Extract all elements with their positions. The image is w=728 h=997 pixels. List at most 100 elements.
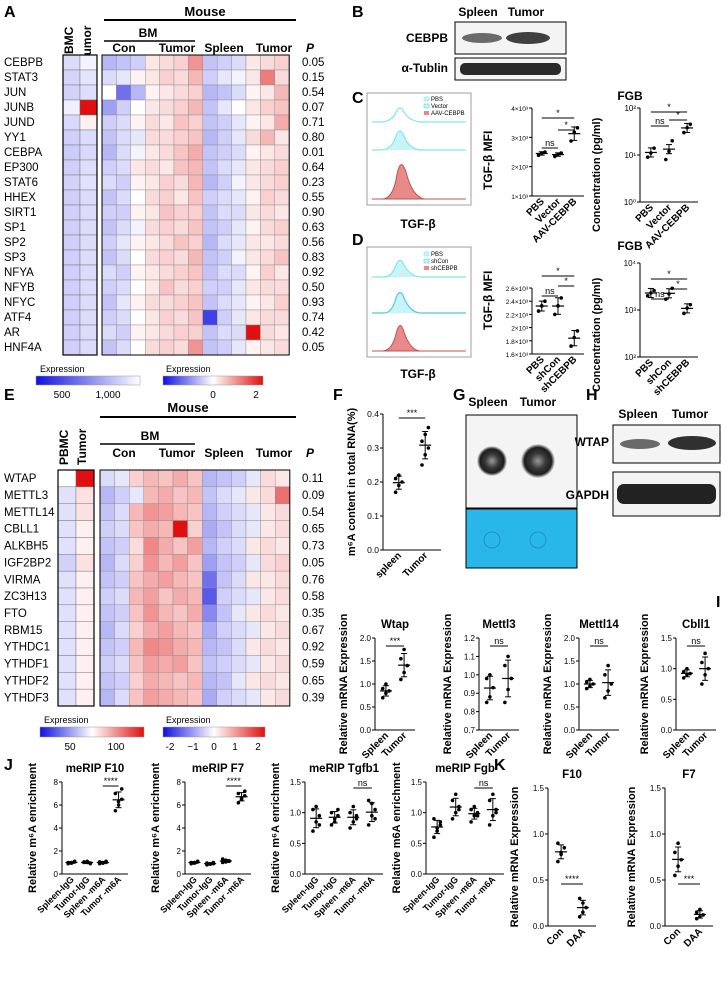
heatmap-a-mouse-cell [116,144,132,161]
heatmap-e-p-value: 0.35 [302,608,324,620]
heatmap-e-sub-tumor: Tumor [159,446,196,460]
heatmap-e-legend1-tick-100: 100 [108,742,125,753]
scatter-j-2-title: meRIP Tgfb1 [309,763,380,775]
heatmap-a-mouse-cell [130,54,146,71]
heatmap-a-mouse-cell [159,309,175,326]
heatmap-e-mouse-cell [172,604,188,622]
heatmap-e-mouse-cell [114,638,130,656]
heatmap-a-mouse-cell [173,144,189,161]
heatmap-e-mouse-cell [128,520,144,538]
heatmap-a-mouse-cell [159,84,175,101]
heatmap-e-mouse-cell [245,570,261,589]
heatmap-a-mouse-cell [130,129,146,146]
heatmap-a-mouse-border [101,54,290,356]
heatmap-e-mouse-cell [245,621,261,639]
heatmap-a-mouse-cell [245,249,261,266]
heatmap-a-gene-label: STAT6 [4,177,38,189]
heatmap-e-mouse-cell [172,672,188,690]
scatter-i-3-sig-label: ns [691,636,701,646]
scatter-i-3-tick-label: 0.0 [661,726,673,735]
heatmap-a-mouse-cell [130,249,146,266]
heatmap-e-mouse-cell [172,570,188,589]
heatmap-a-mouse-cell [274,249,290,266]
heatmap-a-mouse-cell [116,309,132,326]
heatmap-a-mouse-cell [130,339,146,356]
heatmap-e-mouse-cell [216,486,232,504]
heatmap-a-mouse-cell [130,189,146,206]
scatter-j-2-point [336,807,340,812]
heatmap-e-p-value: 0.76 [302,574,324,586]
scatter-i-1-tick-label: 1.0 [464,671,476,680]
blot-h-band-control [617,484,716,504]
heatmap-e-mouse-cell [201,503,217,521]
heatmap-e-p-value: 0.58 [302,591,324,603]
heatmap-a-col-tumor: Tumor [80,25,94,62]
heatmap-a-mouse-cell [188,309,203,326]
heatmap-e-mouse-cell [158,638,174,656]
heatmap-e-gene-label: RBM15 [4,625,42,637]
dotblot-g-dot-tumor [521,444,555,478]
scatter-j-2-tick-label: 0.5 [290,839,302,848]
heatmap-a-human-cell [79,144,98,161]
scatter-j-0-ylabel: Relative m⁶A enrichment [27,763,39,893]
scatter-j-2-tick-label: 1.5 [290,778,302,787]
heatmap-e-mouse-cell [114,672,130,690]
heatmap-a-mouse-cell [274,99,290,116]
scatter-d-mfi-point [559,296,563,300]
heatmap-a-sub-tumor: Tumor [159,41,196,55]
heatmap-a-mouse-cell [202,114,218,131]
heatmap-e-mouse-cell [99,503,115,521]
scatter-k-1-point [676,864,680,868]
scatter-i-3-point [681,676,686,680]
scatter-d-fgb-point [688,302,693,307]
heatmap-e-mouse-cell [231,638,247,656]
heatmap-a-mouse-cell [188,234,203,251]
heatmap-a-gene-label: SP1 [4,222,26,234]
heatmap-a-mouse-cell [101,159,117,176]
heatmap-a-mouse-cell [245,84,261,101]
scatter-i-2-tick-label: 0.0 [564,726,576,735]
heatmap-a-mouse-cell [101,264,117,281]
heatmap-e-gene-label: ZC3H13 [4,591,47,603]
heatmap-a-mouse-cell [130,294,146,311]
heatmap-a-mouse-cell [216,144,232,161]
heatmap-a-mouse-cell [202,309,218,326]
scatter-f-point [420,463,424,467]
scatter-i-1-point [484,700,489,705]
heatmap-e-mouse-cell [216,621,232,639]
heatmap-a-col-pbmc: PBMC [62,26,76,62]
heatmap-e-p-value: 0.11 [302,473,324,485]
heatmap-e-mouse-cell [128,503,144,521]
heatmap-a-mouse-cell [274,54,290,71]
heatmap-a-mouse-cell [245,114,261,131]
heatmap-e-mouse-cell [172,688,188,707]
heatmap-a-mouse-cell [144,129,160,146]
heatmap-a-mouse-cell [144,144,160,161]
scatter-k-0-tick-label: 0.0 [533,922,545,931]
heatmap-a-gene-label: JUN [4,87,26,99]
heatmap-a-human-cell [79,324,98,341]
scatter-j-3-point [472,813,477,818]
heatmap-a-mouse-cell [245,99,261,116]
scatter-i-0-tick-label: 0.5 [360,703,372,712]
scatter-j-1-tick-label: 2 [177,847,182,856]
scatter-i-3-point [703,673,707,677]
heatmap-e-human-cell [75,503,95,521]
heatmap-a-mouse-cell [159,204,175,221]
scatter-j-2-point [336,813,340,818]
dotblot-g-stain-spleen [483,531,501,549]
scatter-d-fgb-point [682,311,686,316]
heatmap-a-mouse-cell [245,144,261,161]
heatmap-a-p-value: 0.42 [302,327,324,339]
heatmap-a-mouse-cell [216,234,232,251]
scatter-c-mfi-sig-label: * [556,108,560,118]
heatmap-e-human-cell [57,469,77,488]
heatmap-a-mouse-cell [130,69,146,86]
heatmap-e-mouse-cell [201,486,217,504]
scatter-j-3-point [469,820,473,824]
heatmap-a-p-value: 0.83 [302,252,324,264]
dotblot-g-stain [465,508,578,569]
heatmap-e-mouse-cell [260,469,276,488]
